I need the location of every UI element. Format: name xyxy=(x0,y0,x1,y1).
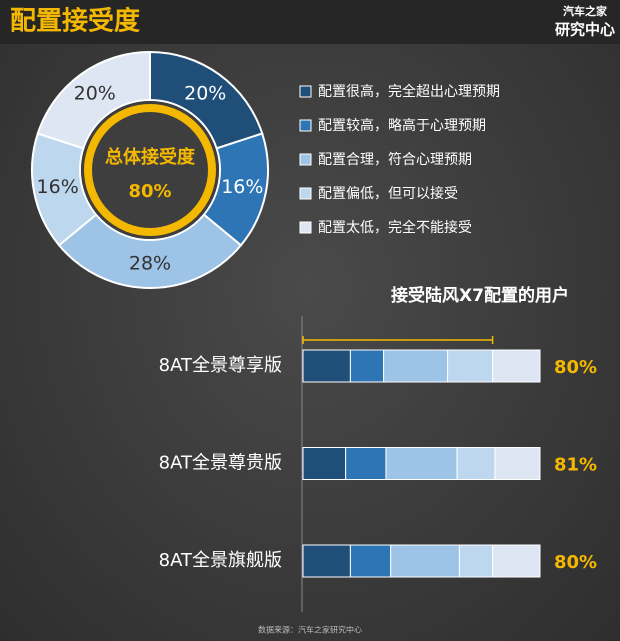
category-label: 8AT全景旗舰版 xyxy=(159,550,282,571)
header-bar xyxy=(0,0,620,44)
center-fill xyxy=(81,101,219,239)
logo-top: 汽车之家 xyxy=(563,4,608,18)
legend-label: 配置很高，完全超出心理预期 xyxy=(318,83,500,100)
segment-label: 16% xyxy=(221,176,263,198)
legend-label: 配置较高，略高于心理预期 xyxy=(318,117,486,134)
bar-segment xyxy=(349,349,385,383)
legend-swatch xyxy=(299,221,312,234)
category-label: 8AT全景尊享版 xyxy=(159,355,282,376)
legend-swatch xyxy=(299,119,312,132)
segment-label: 28% xyxy=(129,253,171,275)
bar-segment xyxy=(385,447,458,480)
bar-segment xyxy=(458,544,494,578)
bar-segment xyxy=(302,544,351,578)
bar-segment xyxy=(302,349,351,383)
legend-swatch xyxy=(299,85,312,98)
footer: 数据来源：汽车之家研究中心 xyxy=(258,625,362,635)
bar-segment xyxy=(302,447,347,480)
center-value: 80% xyxy=(128,181,171,202)
accept-bracket xyxy=(302,336,494,344)
center-ring xyxy=(84,104,216,236)
bar-segment xyxy=(345,447,387,480)
page-title: 配置接受度 xyxy=(10,6,140,37)
bar-segment xyxy=(349,544,392,578)
segment-label: 20% xyxy=(74,82,116,104)
bar-segment xyxy=(492,349,541,383)
segment-label: 16% xyxy=(37,176,79,198)
legend-label: 配置太低，完全不能接受 xyxy=(318,219,472,236)
bar-segment xyxy=(447,349,494,383)
legend-label: 配置偏低，但可以接受 xyxy=(318,185,458,202)
total-label: 80% xyxy=(554,357,597,378)
bar-segment xyxy=(492,544,541,578)
total-label: 80% xyxy=(554,552,597,573)
bar-segment xyxy=(390,544,460,578)
bar-segment xyxy=(456,447,496,480)
legend-swatch xyxy=(299,153,312,166)
legend-swatch xyxy=(299,187,312,200)
bar-title: 接受陆风X7配置的用户 xyxy=(391,285,569,306)
bar-segment xyxy=(383,349,449,383)
center-title: 总体接受度 xyxy=(105,146,196,168)
segment-label: 20% xyxy=(184,82,226,104)
legend-label: 配置合理，符合心理预期 xyxy=(318,152,472,168)
logo-bottom: 研究中心 xyxy=(555,21,615,39)
bar-segment xyxy=(494,447,541,480)
category-label: 8AT全景尊贵版 xyxy=(159,453,282,474)
donut-segment xyxy=(36,50,151,150)
donut-segment xyxy=(57,213,243,289)
total-label: 81% xyxy=(554,455,597,476)
